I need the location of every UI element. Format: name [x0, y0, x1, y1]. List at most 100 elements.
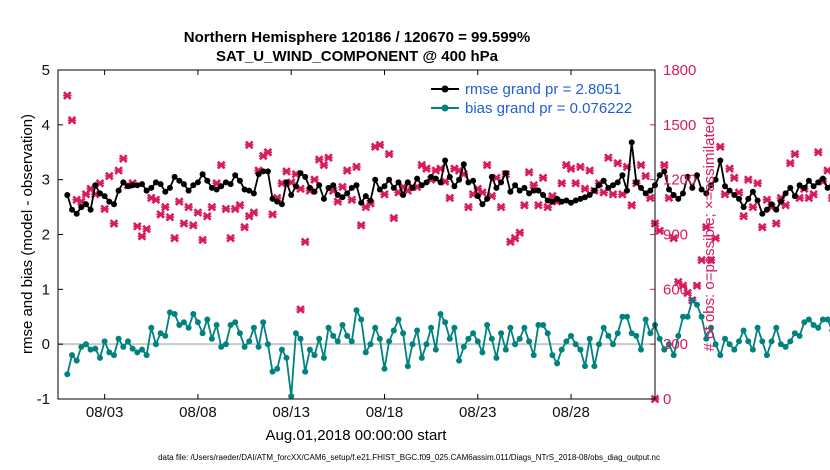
- rmse-data-point: [325, 184, 332, 191]
- rmse-data-point: [246, 187, 253, 194]
- y-tick-label-right: 0: [663, 391, 671, 408]
- rmse-data-point: [395, 179, 402, 186]
- plot-frame: [57, 69, 656, 400]
- rmse-data-point: [97, 190, 103, 197]
- obs-assimilated-marker: [701, 222, 711, 232]
- obs-assimilated-marker: [515, 228, 525, 237]
- obs-assimilated-marker: [543, 202, 553, 212]
- rmse-data-point: [334, 192, 341, 198]
- bias-data-point: [358, 316, 365, 323]
- rmse-data-point: [358, 199, 365, 206]
- rmse-data-point: [194, 179, 201, 186]
- obs-assimilated-marker: [193, 208, 203, 217]
- rmse-data-point: [805, 177, 812, 184]
- rmse-data-point: [498, 179, 505, 186]
- rmse-data-point: [754, 197, 761, 204]
- rmse-data-point: [134, 182, 141, 189]
- legend-label-bias: bias grand pr = 0.076222: [465, 100, 632, 117]
- rmse-data-point: [381, 183, 388, 190]
- rmse-data-point: [106, 198, 113, 205]
- plot-area: [58, 69, 830, 404]
- rmse-data-point: [516, 187, 523, 194]
- rmse-data-point: [614, 179, 621, 186]
- bias-data-point: [824, 316, 830, 323]
- obs-assimilated-marker: [678, 281, 688, 290]
- rmse-data-point: [470, 177, 477, 184]
- rmse-data-point: [745, 195, 752, 202]
- rmse-data-point: [777, 198, 784, 205]
- bias-data-point: [521, 324, 528, 331]
- rmse-data-point: [432, 175, 439, 182]
- bias-data-point: [199, 330, 206, 337]
- rmse-data-point: [320, 195, 327, 202]
- rmse-data-point: [213, 186, 220, 193]
- bias-data-point: [386, 338, 393, 345]
- rmse-data-point: [255, 171, 262, 178]
- rmse-data-point: [633, 179, 640, 186]
- rmse-data-point: [64, 192, 71, 198]
- obs-assimilated-marker: [352, 162, 361, 172]
- rmse-data-point: [414, 175, 421, 182]
- y-axis-label-right: # of obs: o=possible; ×=assimilated: [701, 117, 718, 352]
- rmse-data-point: [250, 190, 257, 197]
- obs-assimilated-marker: [445, 193, 455, 203]
- rmse-data-point: [69, 206, 75, 213]
- bias-data-point: [535, 322, 542, 328]
- legend-label-rmse: rmse grand pr = 2.8051: [465, 81, 621, 98]
- rmse-data-point: [274, 198, 281, 205]
- bias-data-point: [614, 330, 621, 337]
- bias-data-point: [540, 322, 547, 328]
- bias-data-point: [596, 341, 602, 348]
- bias-data-point: [610, 341, 616, 348]
- obs-assimilated-marker: [813, 147, 823, 157]
- rmse-data-point: [264, 168, 271, 175]
- rmse-data-point: [782, 190, 789, 197]
- obs-assimilated-marker: [785, 158, 795, 168]
- bias-data-point: [582, 363, 588, 370]
- bias-data-point: [83, 341, 89, 348]
- rmse-data-point: [801, 184, 808, 191]
- bias-data-point: [717, 352, 724, 359]
- bias-data-point: [745, 338, 752, 345]
- x-tick-label: 08/28: [552, 404, 590, 421]
- rmse-data-point: [269, 195, 276, 202]
- bias-data-point: [97, 354, 103, 361]
- bias-data-point: [526, 338, 533, 345]
- rmse-data-point: [306, 184, 313, 191]
- bias-data-point: [190, 311, 197, 317]
- obs-assimilated-marker: [571, 179, 581, 188]
- bias-data-point: [661, 346, 668, 353]
- obs-assimilated-marker: [613, 158, 623, 168]
- rmse-data-point: [740, 204, 747, 211]
- rmse-data-point: [292, 183, 299, 190]
- rmse-data-point: [521, 184, 528, 191]
- obs-assimilated-marker: [114, 166, 123, 175]
- rmse-data-point: [148, 184, 155, 191]
- y-tick-label-left: -1: [37, 391, 50, 408]
- y-tick-label-right: 1500: [663, 117, 696, 134]
- obs-assimilated-marker: [646, 193, 655, 203]
- bias-data-point: [675, 332, 682, 339]
- y-tick-label-left: 2: [42, 227, 50, 244]
- bias-data-point: [111, 352, 117, 359]
- bias-data-point: [78, 343, 85, 350]
- rmse-data-point: [176, 177, 183, 184]
- obs-assimilated-marker: [188, 221, 198, 230]
- rmse-data-point: [180, 181, 187, 188]
- rmse-data-point: [591, 187, 598, 194]
- obs-assimilated-marker: [524, 168, 534, 177]
- bias-data-point: [395, 316, 402, 323]
- rmse-data-point: [409, 184, 416, 191]
- bias-data-point: [227, 322, 234, 328]
- rmse-data-point: [530, 187, 537, 194]
- rmse-data-point: [423, 179, 430, 186]
- bias-data-point: [754, 324, 761, 331]
- bias-data-point: [162, 332, 169, 339]
- bias-data-point: [367, 341, 374, 348]
- obs-assimilated-marker: [160, 202, 170, 212]
- rmse-data-point: [78, 204, 85, 211]
- obs-assimilated-marker: [282, 167, 291, 176]
- bias-data-point: [171, 311, 178, 317]
- obs-assimilated-marker: [748, 202, 758, 212]
- bias-data-point: [586, 335, 593, 342]
